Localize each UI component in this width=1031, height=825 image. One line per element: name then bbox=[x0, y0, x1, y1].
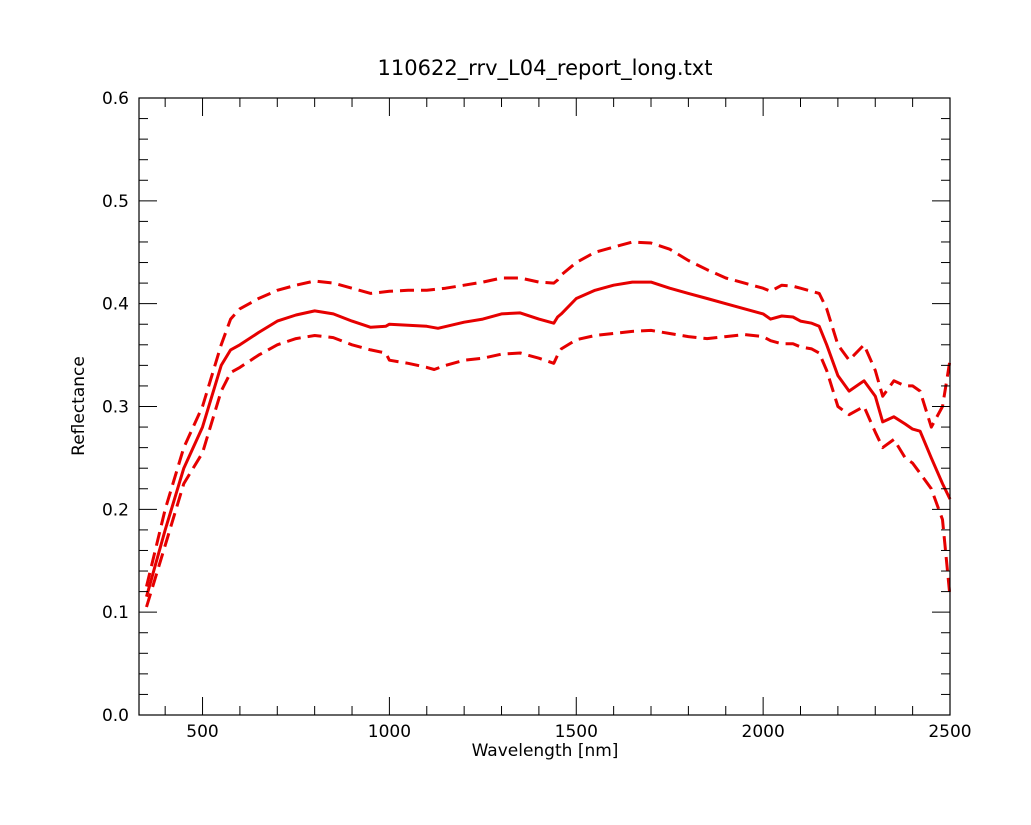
x-tick-label: 1000 bbox=[368, 722, 411, 742]
y-tick-label: 0.0 bbox=[102, 706, 129, 726]
x-tick-label: 1500 bbox=[555, 722, 598, 742]
x-tick-label: 500 bbox=[186, 722, 218, 742]
series-line-dashed-1 bbox=[145, 240, 952, 587]
x-tick-label: 2000 bbox=[742, 722, 785, 742]
y-tick-label: 0.2 bbox=[102, 500, 129, 520]
series-line-mean bbox=[145, 280, 952, 598]
y-tick-label: 0.5 bbox=[102, 192, 129, 212]
y-tick-label: 0.3 bbox=[102, 398, 129, 418]
chart-title: 110622_rrv_L04_report_long.txt bbox=[378, 56, 713, 81]
y-axis-title: Reflectance bbox=[69, 356, 89, 456]
series-line-dashed-2 bbox=[145, 328, 952, 608]
axis-ticks: 500 1000 1500 2000 2500 0.0 0.1 0.2 0.3 0.4 0.5 0.6 bbox=[102, 89, 972, 742]
x-tick-label: 2500 bbox=[928, 722, 971, 742]
y-tick-label: 0.4 bbox=[102, 295, 129, 315]
plot-frame bbox=[138, 97, 951, 716]
y-tick-label: 0.6 bbox=[102, 89, 129, 109]
x-axis-title: Wavelength [nm] bbox=[472, 741, 619, 761]
plot-data-layer bbox=[145, 240, 952, 608]
y-tick-label: 0.1 bbox=[102, 603, 129, 623]
